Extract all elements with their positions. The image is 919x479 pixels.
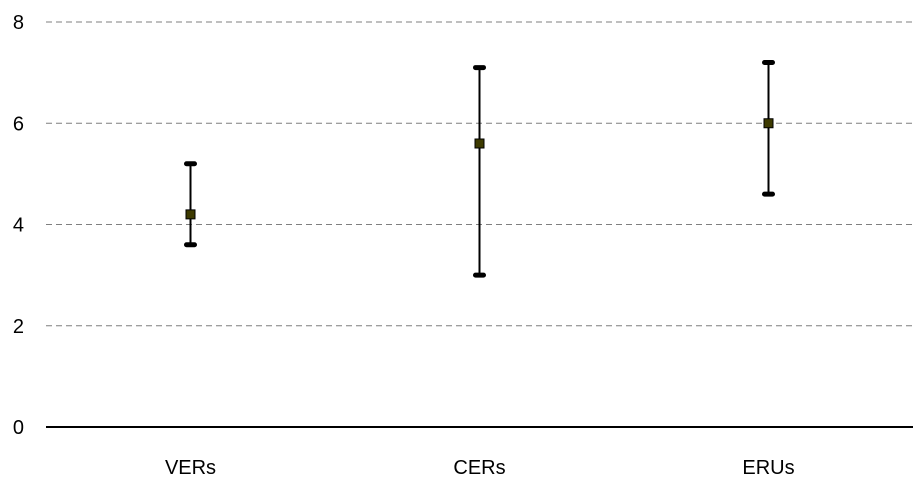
y-tick-labels: 0 2 4 6 8 (13, 12, 24, 439)
x-tick-label-erus: ERUs (742, 457, 794, 479)
data-point-erus (763, 118, 774, 129)
x-tick-label-vers: VERs (165, 457, 216, 479)
data-point-vers (185, 209, 196, 220)
x-tick-label-cers: CERs (453, 457, 505, 479)
error-bars (184, 60, 775, 278)
y-tick-label-0: 0 (13, 417, 24, 439)
y-tick-label-2: 2 (13, 316, 24, 338)
y-tick-label-8: 8 (13, 12, 24, 34)
data-point-cers (474, 138, 485, 149)
x-tick-labels: VERs CERs ERUs (165, 457, 795, 479)
data-points (185, 118, 774, 220)
y-tick-label-6: 6 (13, 113, 24, 135)
y-tick-label-4: 4 (13, 215, 24, 237)
